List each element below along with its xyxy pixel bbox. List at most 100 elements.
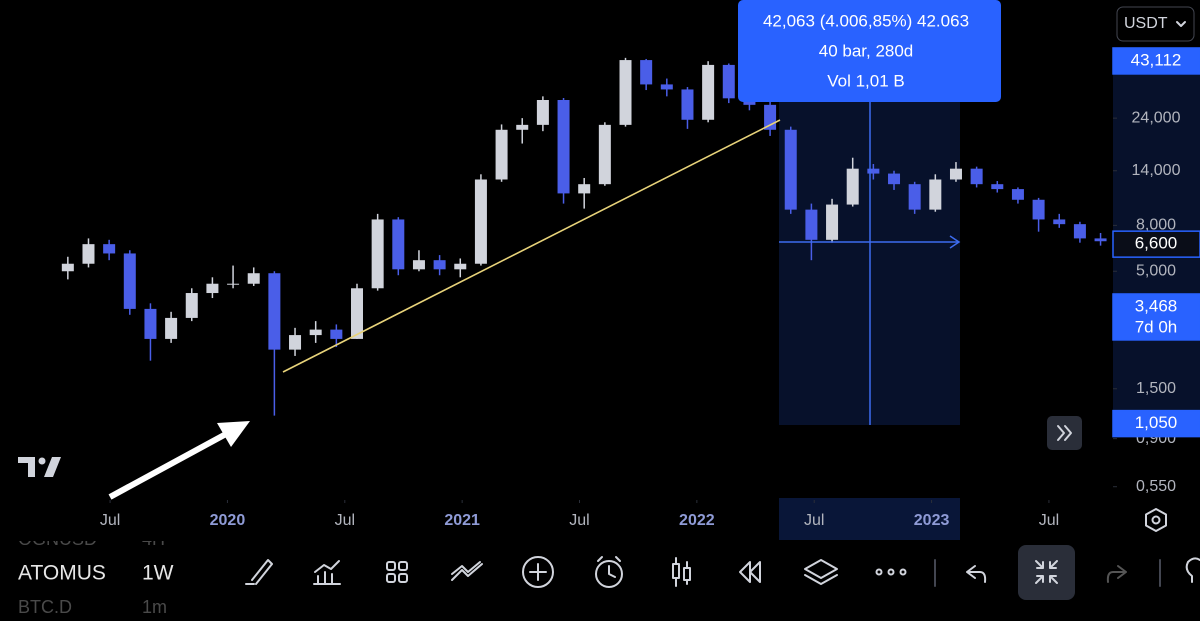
x-tick-label: 2023 [914, 512, 950, 529]
compare[interactable] [451, 561, 483, 581]
price-marker [1112, 230, 1200, 258]
candle-body [578, 184, 591, 194]
candle-body [123, 253, 136, 309]
undo[interactable] [966, 565, 987, 583]
currency-dropdown[interactable] [1116, 6, 1195, 42]
candle-body [619, 60, 632, 125]
price-marker-label: 43,112 [1131, 50, 1182, 69]
candle-body [598, 124, 611, 185]
indicators[interactable] [313, 560, 341, 585]
logo [18, 457, 61, 477]
objects[interactable] [804, 559, 838, 585]
alert[interactable] [595, 556, 623, 588]
fullscreen-bg[interactable] [1018, 545, 1075, 600]
fullscreen[interactable] [1035, 560, 1058, 584]
candle-body [867, 168, 880, 174]
x-tick-label: Jul [569, 512, 589, 529]
candle-body [1011, 189, 1024, 200]
candle-body [1094, 238, 1107, 242]
price-marker-label: 1,050 [1135, 413, 1178, 432]
candle-body [206, 283, 219, 294]
annotation-arrow-head [217, 421, 250, 447]
symbol-current: ATOMUS [18, 562, 106, 585]
candle-body [144, 308, 157, 339]
candle-body [1032, 199, 1045, 220]
y-tick-label: 0,550 [1136, 478, 1176, 495]
y-tick-label: 14,000 [1132, 162, 1181, 179]
settings-dot [1151, 515, 1161, 525]
measure-bars: 40 bar, 280d [819, 41, 914, 60]
price-marker [1112, 409, 1200, 438]
candle-body [330, 329, 343, 339]
x-tick-label: Jul [100, 512, 120, 529]
candle-body [227, 283, 240, 285]
draw-tool[interactable] [245, 559, 273, 585]
interval-prev: 4H [142, 529, 165, 549]
x-tick-label: Jul [1039, 512, 1059, 529]
dropdown-chevron [1176, 21, 1186, 27]
ideas[interactable] [1185, 557, 1200, 583]
replay[interactable] [739, 561, 761, 583]
chart-type[interactable] [672, 557, 691, 587]
candle-body [702, 64, 715, 120]
candle-body [247, 273, 260, 284]
x-tick-label: Jul [335, 512, 355, 529]
candle-body [970, 168, 983, 185]
candle-body [557, 99, 570, 194]
candle-body [433, 260, 446, 270]
annotation-arrow-shaft [108, 431, 228, 500]
candles [61, 57, 1107, 416]
candle-body [309, 329, 322, 336]
layouts[interactable] [386, 561, 408, 583]
measure-tooltip [738, 0, 1001, 102]
price-marker-countdown: 7d 0h [1135, 317, 1178, 336]
candle-body [412, 260, 425, 270]
candle-body [888, 173, 901, 185]
more[interactable] [875, 568, 907, 576]
price-marker [1112, 293, 1200, 341]
candle-body [268, 273, 281, 350]
price-marker [1112, 47, 1200, 75]
redo[interactable] [1106, 565, 1127, 583]
symbol-next: BTC.D [18, 597, 72, 617]
candle-body [660, 84, 673, 90]
toolbar [0, 541, 1200, 621]
candle-body [929, 179, 942, 210]
y-tick-label: 24,000 [1132, 109, 1181, 126]
candle-body [516, 124, 529, 130]
candle-body [536, 99, 549, 125]
price-marker-label: 3,468 [1135, 296, 1178, 315]
symbol-switcher[interactable]: OGNUSD 4H ATOMUS 1W BTC.D 1m [18, 529, 174, 617]
interval-current: 1W [142, 562, 174, 585]
candle-body [949, 168, 962, 180]
candle-body [784, 129, 797, 210]
y-tick-label: 5,000 [1136, 262, 1176, 279]
candle-body [289, 335, 302, 350]
candle-body [805, 209, 818, 240]
measure-arrow [949, 235, 961, 249]
candle-body [103, 244, 116, 254]
measure-change: 42,063 (4.006,85%) 42.063 [763, 11, 969, 30]
candle-body [165, 317, 178, 339]
trend-line[interactable] [282, 119, 781, 373]
candle-body [908, 184, 921, 210]
x-tick-label: 2021 [444, 512, 480, 529]
overlay [108, 100, 961, 500]
add[interactable] [522, 556, 554, 588]
candle-body [991, 184, 1004, 190]
candle-body [846, 168, 859, 205]
settings-button[interactable] [1145, 508, 1167, 532]
candle-body [640, 60, 653, 85]
candle-body [185, 293, 198, 318]
candle-body [722, 64, 735, 99]
candle-body [350, 288, 363, 339]
candle-body [474, 179, 487, 264]
y-tick-label: 8,000 [1136, 217, 1176, 234]
candle-body [371, 219, 384, 289]
measure-volume: Vol 1,01 B [827, 71, 905, 90]
y-tick-label: 1,500 [1136, 380, 1176, 397]
candle-body [826, 204, 839, 240]
interval-next: 1m [142, 597, 167, 617]
